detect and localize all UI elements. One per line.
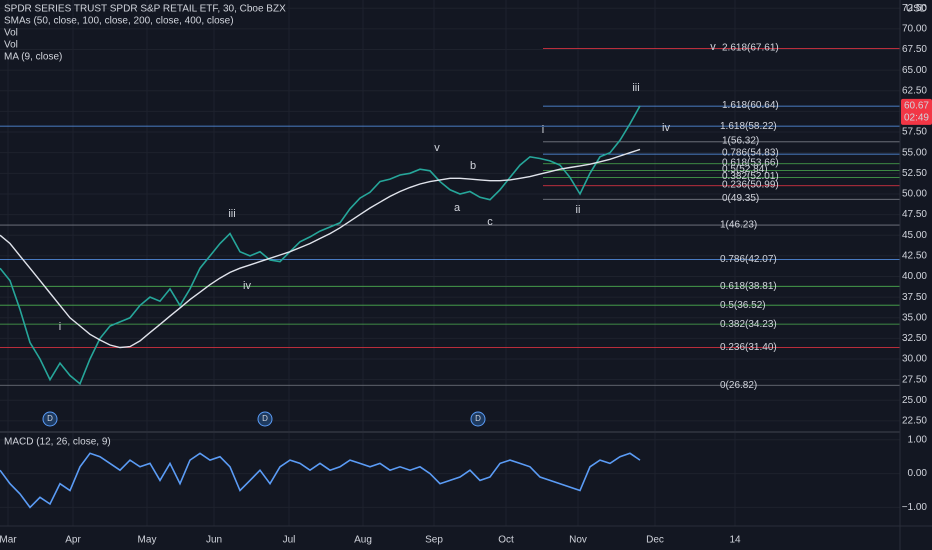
wave-label: ii — [576, 204, 581, 216]
fib-label: 0.236(50.99) — [722, 179, 779, 190]
wave-label: i — [59, 321, 61, 333]
y-tick-label: 0.00 — [908, 468, 928, 479]
wave-label: a — [454, 202, 461, 214]
x-tick-label: May — [138, 535, 157, 546]
chart-title: SPDR SERIES TRUST SPDR S&P RETAIL ETF, 3… — [4, 4, 286, 15]
price-tag — [901, 98, 932, 125]
fib-label: 0.5(52.84) — [722, 164, 768, 175]
y-tick-label: 67.50 — [902, 44, 927, 55]
macd-title: MACD (12, 26, close, 9) — [4, 437, 111, 448]
y-tick-label: 55.00 — [902, 147, 927, 158]
y-tick-label: 30.00 — [902, 354, 927, 365]
series-line — [0, 148, 641, 349]
wave-label: v — [710, 41, 716, 53]
x-tick-label: Jun — [206, 535, 222, 546]
fib-label: 0.382(34.23) — [720, 319, 777, 330]
fib-label: 1.618(58.22) — [720, 121, 777, 132]
y-tick-label: 62.50 — [902, 85, 927, 96]
x-tick-label: Oct — [498, 535, 514, 546]
y-tick-label: 57.50 — [902, 127, 927, 138]
series-line — [0, 452, 641, 509]
wave-label: v — [434, 142, 440, 154]
x-tick-label: Dec — [646, 535, 664, 546]
x-tick-label: Sep — [425, 535, 443, 546]
wave-label: iii — [632, 82, 639, 94]
wave-label: i — [542, 124, 544, 136]
y-tick-label: 25.00 — [902, 395, 927, 406]
y-tick-label: 47.50 — [902, 209, 927, 220]
event-marker — [470, 411, 486, 427]
y-tick-label: 50.00 — [902, 189, 927, 200]
fib-levels: 1.618(58.22) 1(46.23) 0.786(42.07) 0.618(38… — [0, 42, 900, 391]
y-tick-label: 70.00 — [902, 24, 927, 35]
indicator-label: SMAs (50, close, 100, close, 200, close,… — [4, 16, 234, 27]
indicator-label: MA (9, close) — [4, 52, 62, 63]
y-tick-label: 72.50 — [902, 3, 927, 14]
indicator-label: Vol — [4, 28, 18, 39]
event-marker — [257, 411, 273, 427]
wave-label: iv — [243, 280, 251, 292]
event-label: D — [475, 414, 481, 423]
wave-label: b — [470, 160, 476, 172]
series-line — [0, 105, 641, 386]
event-marker — [42, 411, 58, 427]
y-tick-label: 40.00 — [902, 271, 927, 282]
y-tick-label: 42.50 — [902, 250, 927, 261]
y-tick-label: 1.00 — [908, 434, 928, 445]
fib-label: 0.5(36.52) — [720, 300, 766, 311]
x-tick-label: Apr — [65, 535, 81, 546]
fib-label: 1.618(60.64) — [722, 100, 779, 111]
fib-label: 0.786(54.83) — [722, 148, 779, 159]
y-tick-label: 37.50 — [902, 292, 927, 303]
fib-label: 0(49.35) — [722, 193, 759, 204]
wave-label: iii — [228, 208, 235, 220]
x-tick-label: Aug — [354, 535, 372, 546]
fib-label: 0.236(31.40) — [720, 342, 777, 353]
indicator-label: Vol — [4, 40, 18, 51]
y-tick-label: 22.50 — [902, 416, 927, 427]
fib-label: 1(46.23) — [720, 220, 757, 231]
currency: USD — [906, 4, 927, 15]
price-tag-label: 60.67 — [904, 101, 929, 112]
x-tick-label: Nov — [569, 535, 587, 546]
x-tick-label: Mar — [0, 535, 17, 546]
x-tick-label: 14 — [729, 535, 741, 546]
y-tick-label: 27.50 — [902, 374, 927, 385]
fib-label: 2.618(67.61) — [722, 42, 779, 53]
y-tick-label: 52.50 — [902, 168, 927, 179]
y-tick-label: 35.00 — [902, 312, 927, 323]
price-countdown: 02:49 — [904, 113, 929, 124]
fib-label: 0.618(53.66) — [722, 157, 779, 168]
y-tick-label: 32.50 — [902, 333, 927, 344]
fib-label: 0(26.82) — [720, 380, 757, 391]
grid — [0, 0, 900, 526]
fib-label: 0.382(52.01) — [722, 171, 779, 182]
fib-label: 0.618(38.81) — [720, 281, 777, 292]
fib-label: 1(56.32) — [722, 135, 759, 146]
event-label: D — [47, 414, 53, 423]
wave-label: c — [487, 216, 493, 228]
fib-label: 0.786(42.07) — [720, 254, 777, 265]
y-tick-label: 65.00 — [902, 65, 927, 76]
event-label: D — [262, 414, 268, 423]
y-tick-label: 45.00 — [902, 230, 927, 241]
wave-label: iv — [662, 122, 670, 134]
x-tick-label: Jul — [283, 535, 296, 546]
y-tick-label: −1.00 — [902, 502, 928, 513]
axes: 72.5070.0067.5065.0062.5060.0057.5055.00… — [0, 3, 932, 546]
